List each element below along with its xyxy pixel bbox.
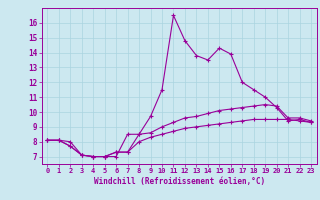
X-axis label: Windchill (Refroidissement éolien,°C): Windchill (Refroidissement éolien,°C) bbox=[94, 177, 265, 186]
